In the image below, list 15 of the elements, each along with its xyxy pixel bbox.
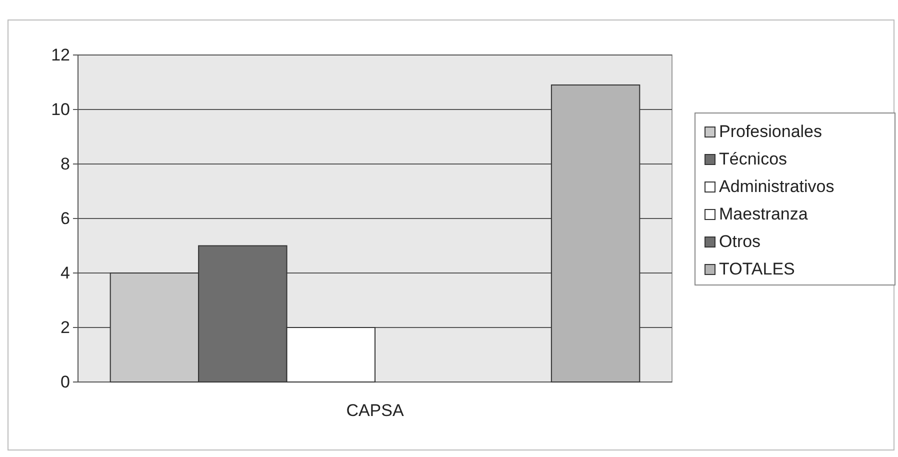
- x-tick-label: CAPSA: [346, 401, 404, 420]
- y-tick-label: 2: [60, 318, 70, 337]
- y-tick-label: 4: [60, 263, 70, 282]
- legend-label: Maestranza: [719, 204, 808, 224]
- y-tick-label: 12: [51, 45, 70, 64]
- legend-label: TOTALES: [719, 260, 795, 278]
- legend-label: Administrativos: [719, 177, 834, 196]
- legend-label: Técnicos: [719, 150, 788, 168]
- y-tick-label: 0: [60, 372, 70, 392]
- y-tick-label: 6: [60, 208, 70, 228]
- y-tick-label: 10: [51, 100, 70, 119]
- legend-label: Profesionales: [719, 122, 822, 141]
- bar: [550, 84, 640, 382]
- y-tick-label: 8: [60, 154, 70, 174]
- legend-label: Otros: [719, 232, 761, 251]
